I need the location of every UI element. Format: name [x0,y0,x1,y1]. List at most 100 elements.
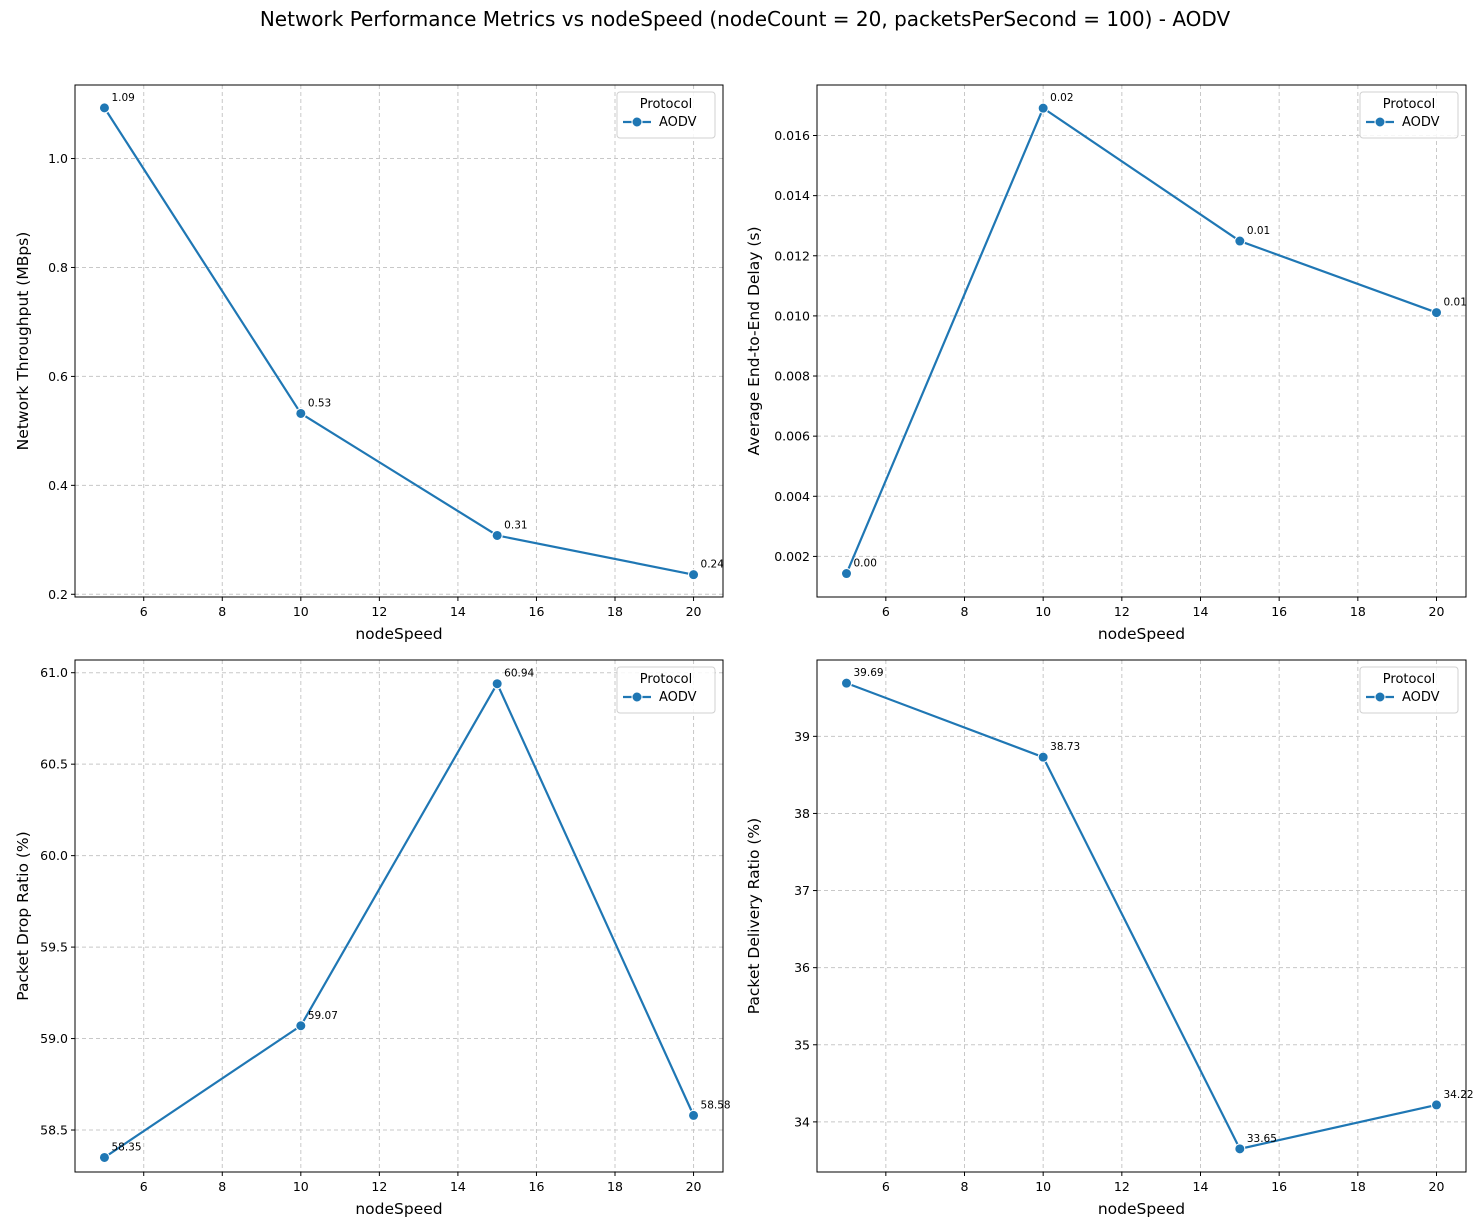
y-tick-label: 35 [794,1037,810,1052]
data-point [841,677,852,689]
legend-box [616,666,716,714]
x-tick-label: 16 [1271,604,1287,619]
y-tick-label: 39 [794,729,810,744]
series-line-AODV [845,107,1437,574]
x-tick-label: 20 [1429,1179,1445,1194]
plot-frame [816,84,1467,598]
legend-marker [631,116,643,128]
x-tick-label: 18 [1350,604,1366,619]
subplot-1: 6 8 10 12 14 16 18 20 0.2 0.4 0.6 0.8 1.0 nodeSpeed Ne… [14,84,725,643]
x-tick-label: 6 [882,604,890,619]
x-tick-label: 18 [607,604,623,619]
y-tick-label: 36 [794,960,810,975]
x-tick-label: 18 [1350,1179,1366,1194]
series-line-AODV [103,107,694,576]
x-tick-label: 10 [1035,1179,1051,1194]
series-line-AODV [103,682,695,1159]
y-axis-label: Network Throughput (MBps) [14,232,32,451]
subplot-3: 6 8 10 12 14 16 18 20 58.5 59.0 59.5 60.0 60.5 61.0 no… [14,659,731,1218]
y-tick-label: 58.5 [40,1123,68,1138]
y-axis-label: Average End-to-End Delay (s) [745,227,763,456]
y-tick-label: 61.0 [40,665,68,680]
y-tick-label: 34 [794,1114,810,1129]
legend-label: AODV [1402,115,1440,130]
y-tick-label: 0.004 [774,489,810,504]
data-label: 0.53 [308,397,331,409]
x-tick-label: 14 [450,604,466,619]
legend-box [1359,91,1459,139]
x-tick-label: 8 [218,1179,226,1194]
data-point [98,1151,110,1163]
data-label: 0.31 [504,519,527,531]
x-tick-label: 12 [371,604,387,619]
legend-title: Protocol [1383,672,1435,687]
data-label: 58.58 [701,1099,731,1111]
legend-title: Protocol [640,672,692,687]
x-tick-label: 18 [607,1179,623,1194]
data-label: 0.24 [701,559,725,571]
data-point [1037,751,1049,763]
data-label: 33.65 [1247,1133,1277,1145]
legend: Protocol AODV [616,91,716,139]
x-tick-label: 12 [1114,1179,1130,1194]
x-axis-label: nodeSpeed [1098,1200,1185,1218]
x-tick-label: 10 [293,1179,309,1194]
y-tick-label: 1.0 [48,151,68,166]
legend-box [1359,666,1459,714]
data-point [1431,1099,1442,1111]
subplot-4: 6 8 10 12 14 16 18 20 34 35 36 37 38 39 nodeSpeed Packe… [745,659,1474,1218]
data-point [98,102,110,114]
data-label: 58.35 [111,1141,141,1153]
y-tick-label: 0.6 [48,369,68,384]
legend-marker [631,691,643,703]
x-tick-label: 6 [882,1179,890,1194]
x-tick-label: 12 [371,1179,387,1194]
legend: Protocol AODV [1359,91,1459,139]
legend-label: AODV [1402,690,1440,705]
legend-marker [1374,691,1386,703]
data-point [491,529,503,541]
y-tick-label: 0.016 [774,128,810,143]
data-label: 0.01 [1444,297,1467,309]
x-tick-label: 16 [1271,1179,1287,1194]
x-tick-label: 8 [218,604,226,619]
y-tick-label: 59.0 [40,1031,68,1046]
x-tick-label: 10 [293,604,309,619]
x-tick-label: 20 [686,604,702,619]
legend-marker [1374,116,1386,128]
data-point [295,407,307,419]
data-point [1234,1143,1246,1155]
x-tick-label: 14 [1193,1179,1209,1194]
x-axis-label: nodeSpeed [355,1200,442,1218]
x-axis-label: nodeSpeed [355,625,442,643]
legend: Protocol AODV [616,666,716,714]
data-point [1037,102,1049,114]
figure-title: Network Performance Metrics vs nodeSpeed… [260,7,1231,31]
y-tick-label: 37 [794,883,810,898]
data-point [688,569,700,581]
y-tick-label: 0.008 [774,369,810,384]
x-tick-label: 8 [961,604,969,619]
series-line-AODV [846,682,1437,1150]
data-point [1234,235,1246,247]
x-tick-label: 10 [1035,604,1051,619]
data-label: 0.02 [1050,92,1073,104]
data-label: 38.73 [1050,741,1080,753]
plot-frame [74,659,724,1173]
x-tick-label: 12 [1114,604,1130,619]
y-tick-label: 0.002 [774,549,810,564]
legend-box [616,91,716,139]
y-tick-label: 0.006 [774,429,810,444]
data-point [295,1020,307,1032]
y-tick-label: 0.012 [774,248,810,263]
data-label: 0.00 [854,558,877,570]
x-tick-label: 6 [140,1179,148,1194]
x-tick-label: 16 [529,604,545,619]
data-point [491,678,503,690]
x-tick-label: 6 [140,604,148,619]
x-tick-label: 16 [529,1179,545,1194]
data-label: 60.94 [504,668,534,680]
subplot-grid: 6 8 10 12 14 16 18 20 0.2 0.4 0.6 0.8 1.0 nodeSpeed Ne… [14,84,1474,1218]
x-tick-label: 14 [1193,604,1209,619]
y-tick-label: 0.4 [48,478,68,493]
